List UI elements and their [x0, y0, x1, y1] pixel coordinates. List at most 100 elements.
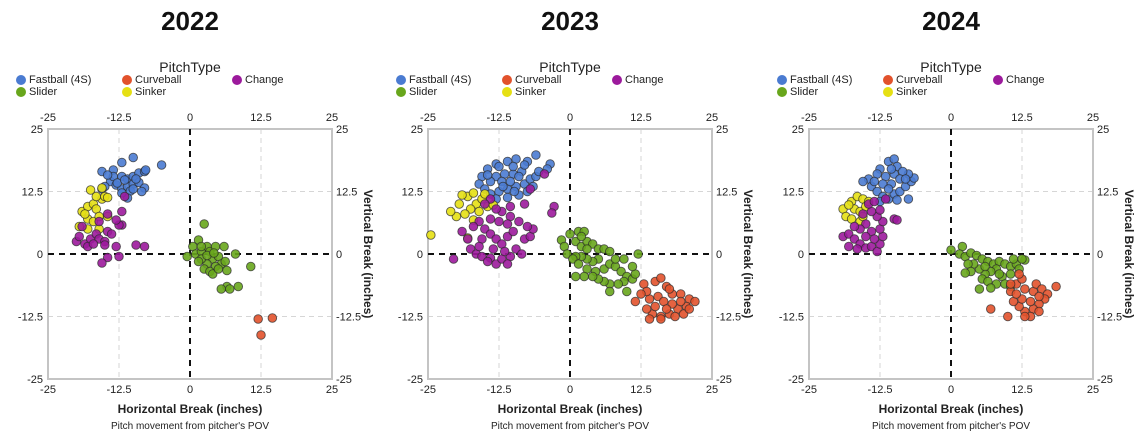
- data-point[interactable]: [636, 289, 646, 299]
- data-point[interactable]: [494, 161, 504, 172]
- data-point[interactable]: [844, 200, 854, 210]
- data-point[interactable]: [468, 188, 479, 198]
- data-point[interactable]: [565, 229, 575, 239]
- data-point[interactable]: [225, 284, 235, 294]
- data-point[interactable]: [656, 273, 666, 283]
- data-point[interactable]: [622, 286, 632, 297]
- data-point[interactable]: [886, 164, 897, 174]
- data-point[interactable]: [97, 258, 107, 268]
- data-point[interactable]: [1014, 269, 1024, 279]
- data-point[interactable]: [519, 199, 530, 209]
- data-point[interactable]: [114, 251, 124, 262]
- data-point[interactable]: [454, 199, 464, 209]
- data-point[interactable]: [222, 265, 232, 276]
- data-point[interactable]: [131, 240, 141, 250]
- legend-item[interactable]: Fastball (4S): [777, 74, 852, 86]
- data-point[interactable]: [576, 231, 587, 242]
- data-point[interactable]: [463, 234, 473, 244]
- data-point[interactable]: [869, 234, 880, 244]
- data-point[interactable]: [230, 249, 241, 259]
- data-point[interactable]: [220, 256, 230, 267]
- data-point[interactable]: [502, 192, 513, 203]
- data-point[interactable]: [267, 313, 278, 323]
- data-point[interactable]: [849, 221, 860, 232]
- data-point[interactable]: [77, 221, 87, 232]
- data-point[interactable]: [664, 284, 675, 294]
- data-point[interactable]: [974, 284, 985, 294]
- legend-item[interactable]: Fastball (4S): [16, 74, 91, 86]
- data-point[interactable]: [102, 209, 113, 219]
- data-point[interactable]: [100, 240, 110, 250]
- data-point[interactable]: [193, 256, 204, 267]
- data-point[interactable]: [1005, 279, 1016, 289]
- data-point[interactable]: [903, 194, 914, 204]
- data-point[interactable]: [605, 286, 615, 297]
- data-point[interactable]: [426, 230, 436, 240]
- data-point[interactable]: [482, 170, 493, 180]
- data-point[interactable]: [531, 150, 541, 160]
- data-point[interactable]: [587, 271, 598, 282]
- data-point[interactable]: [97, 183, 107, 193]
- legend-item[interactable]: Slider: [777, 86, 818, 98]
- data-point[interactable]: [94, 216, 104, 227]
- data-point[interactable]: [111, 215, 121, 225]
- data-point[interactable]: [505, 201, 516, 212]
- data-point[interactable]: [502, 219, 513, 229]
- data-point[interactable]: [670, 311, 680, 322]
- data-point[interactable]: [858, 176, 868, 187]
- legend-item[interactable]: Slider: [396, 86, 437, 98]
- data-point[interactable]: [491, 204, 501, 214]
- legend-item[interactable]: Sinker: [502, 86, 546, 98]
- data-point[interactable]: [1017, 254, 1027, 264]
- data-point[interactable]: [448, 254, 459, 264]
- data-point[interactable]: [457, 226, 467, 237]
- data-point[interactable]: [508, 226, 518, 237]
- data-point[interactable]: [579, 271, 589, 282]
- legend-item[interactable]: Change: [993, 74, 1045, 86]
- data-point[interactable]: [514, 171, 524, 182]
- data-point[interactable]: [994, 269, 1005, 279]
- data-point[interactable]: [102, 252, 113, 263]
- data-point[interactable]: [582, 244, 592, 254]
- data-point[interactable]: [502, 259, 513, 269]
- data-point[interactable]: [88, 239, 99, 249]
- data-point[interactable]: [514, 216, 524, 227]
- data-point[interactable]: [140, 165, 151, 175]
- data-point[interactable]: [136, 186, 147, 197]
- data-point[interactable]: [480, 199, 490, 209]
- data-point[interactable]: [119, 175, 130, 185]
- data-point[interactable]: [117, 206, 127, 217]
- data-point[interactable]: [869, 176, 880, 187]
- data-point[interactable]: [1034, 306, 1044, 317]
- data-point[interactable]: [102, 192, 113, 203]
- legend-item[interactable]: Curveball: [122, 74, 181, 86]
- data-point[interactable]: [547, 208, 557, 218]
- data-point[interactable]: [960, 268, 970, 278]
- data-point[interactable]: [684, 304, 695, 314]
- legend-item[interactable]: Curveball: [502, 74, 561, 86]
- data-point[interactable]: [474, 206, 484, 217]
- data-point[interactable]: [74, 231, 84, 242]
- data-point[interactable]: [986, 304, 996, 314]
- data-point[interactable]: [445, 206, 456, 217]
- data-point[interactable]: [505, 176, 516, 187]
- data-point[interactable]: [525, 184, 535, 194]
- data-point[interactable]: [457, 190, 467, 200]
- data-point[interactable]: [209, 248, 219, 258]
- data-point[interactable]: [1005, 269, 1016, 279]
- data-point[interactable]: [106, 229, 117, 239]
- data-point[interactable]: [216, 284, 226, 294]
- data-point[interactable]: [460, 209, 470, 219]
- data-point[interactable]: [641, 304, 652, 314]
- data-point[interactable]: [980, 261, 990, 272]
- data-point[interactable]: [858, 209, 868, 219]
- data-point[interactable]: [156, 160, 167, 170]
- data-point[interactable]: [516, 249, 527, 259]
- legend-item[interactable]: Fastball (4S): [396, 74, 471, 86]
- data-point[interactable]: [128, 184, 138, 194]
- data-point[interactable]: [1020, 311, 1030, 322]
- legend-item[interactable]: Curveball: [883, 74, 942, 86]
- data-point[interactable]: [1011, 289, 1022, 299]
- data-point[interactable]: [613, 279, 624, 289]
- data-point[interactable]: [91, 191, 102, 202]
